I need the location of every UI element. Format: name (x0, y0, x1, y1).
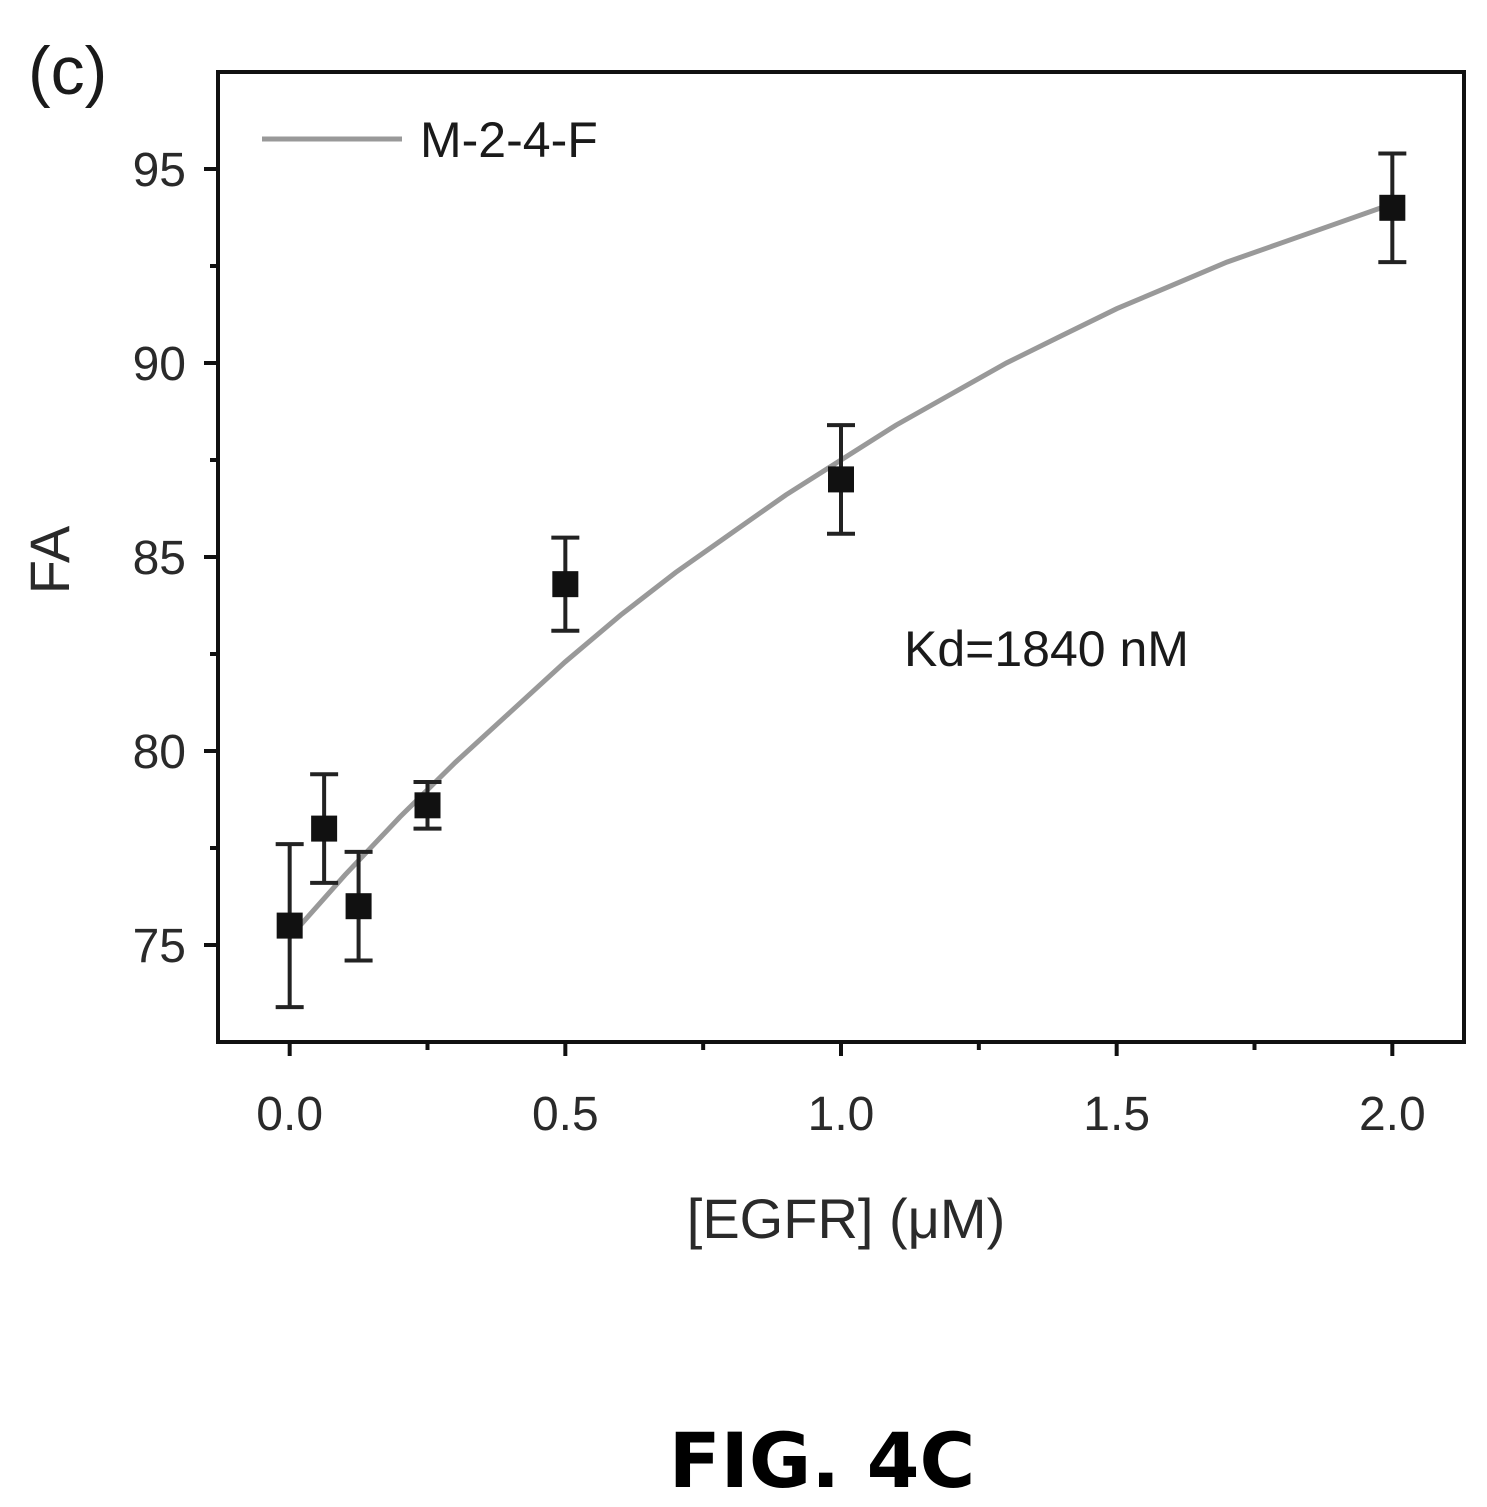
square-marker (276, 912, 303, 939)
square-marker (1379, 194, 1406, 221)
x-tick-label: 2.0 (1359, 1088, 1426, 1141)
figure-caption: FIG. 4C (669, 1416, 976, 1505)
y-axis-title: FA (18, 525, 81, 594)
kd-annotation: Kd=1840 nM (904, 621, 1189, 677)
fit-curve (287, 201, 1394, 939)
square-marker (345, 893, 372, 920)
x-axis-title: [EGFR] (μM) (687, 1187, 1005, 1250)
square-marker (311, 815, 338, 842)
square-marker (414, 792, 441, 819)
y-tick-label: 95 (133, 144, 186, 197)
data-point (310, 772, 339, 885)
data-point (413, 780, 442, 831)
y-tick-label: 90 (133, 338, 186, 391)
series-layer (275, 151, 1407, 1010)
x-tick-label: 1.5 (1083, 1088, 1150, 1141)
legend: M-2-4-F (262, 112, 598, 168)
y-axis: 75 80 85 90 95 (133, 144, 218, 973)
y-tick-label: 85 (133, 532, 186, 585)
y-tick-label: 75 (133, 920, 186, 973)
square-marker (552, 571, 579, 598)
panel-label: (c) (28, 33, 107, 109)
x-tick-label: 0.5 (532, 1088, 599, 1141)
y-tick-label: 80 (133, 726, 186, 779)
data-point (344, 849, 373, 963)
x-axis: 0.0 0.5 1.0 1.5 2.0 (256, 1042, 1426, 1141)
data-point (275, 842, 304, 1010)
x-tick-label: 1.0 (808, 1088, 875, 1141)
legend-label: M-2-4-F (420, 112, 598, 168)
data-point (827, 423, 855, 536)
data-point (551, 535, 580, 633)
x-tick-label: 0.0 (256, 1088, 323, 1141)
plot-area: 0.0 0.5 1.0 1.5 2.0 75 80 85 90 95 (133, 70, 1466, 1141)
square-marker (828, 466, 854, 493)
plot-frame (216, 70, 1466, 1044)
data-point (1378, 151, 1407, 265)
